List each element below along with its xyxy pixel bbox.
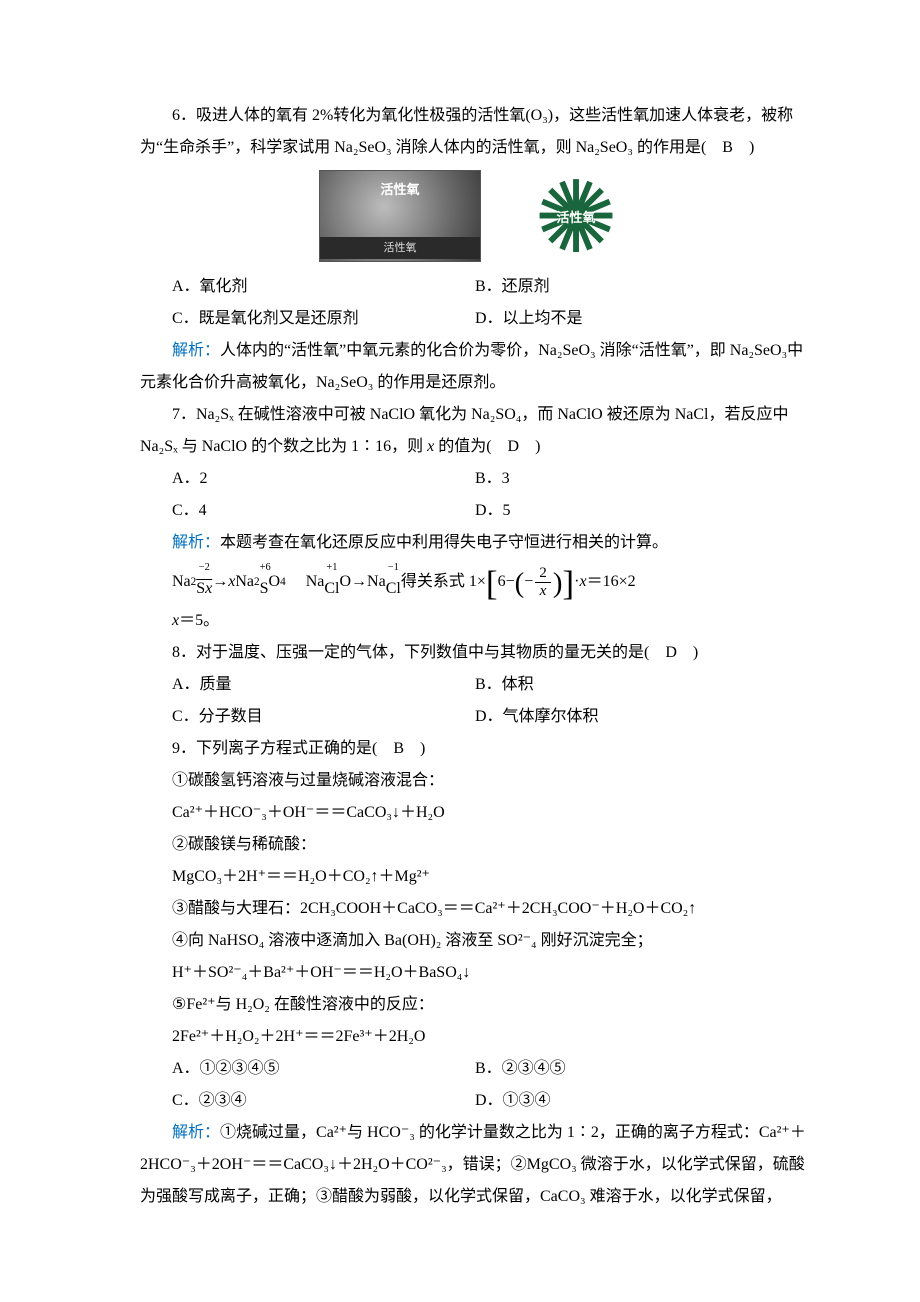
q7-stem-b: 的值为( D ) [434,438,540,455]
q9-e5: 2Fe²⁺＋H₂O₂＋2H⁺＝＝2Fe³⁺＋2H₂O [140,1021,810,1053]
q9-i1: ①碳酸氢钙溶液与过量烧碱溶液混合： [140,765,810,797]
q6-stem: 6．吸进人体的氧有 2%转化为氧化性极强的活性氧(O₃)，这些活性氧加速人体衰老… [140,100,810,164]
q6-image-left-label: 活性氧 [320,177,480,203]
close-paren-icon: ) [553,569,563,598]
q8-stem: 8．对于温度、压强一定的气体，下列数值中与其物质的量无关的是( D ) [140,637,810,669]
q6-option-a: A．氧化剂 [140,271,475,303]
close-bracket-icon: ] [562,566,574,601]
q9-e2: MgCO₃＋2H⁺＝＝H₂O＋CO₂↑＋Mg²⁺ [140,861,810,893]
ox-clo: +1 [324,558,339,579]
ox-sx: −2 [196,558,212,579]
q6-image-left-caption: 活性氧 [320,237,480,259]
eq-xv: x [579,566,586,598]
q6-image-right-label: 活性氧 [556,205,595,231]
analysis-label: 解析： [172,1124,220,1141]
q9-option-c: C．②③④ [140,1085,475,1117]
q9-i3: ③醋酸与大理石：2CH₃COOH＋CaCO₃＝＝Ca²⁺＋2CH₃COO⁻＋H₂… [140,893,810,925]
q9-option-a: A．①②③④⑤ [140,1053,475,1085]
q8-options: A．质量 B．体积 C．分子数目 D．气体摩尔体积 [140,669,810,733]
q7-conclusion: x＝5。 [140,605,810,637]
ox-cl: −1 [386,558,401,579]
analysis-label: 解析： [172,534,220,551]
q8-option-d: D．气体摩尔体积 [475,701,810,733]
q6-analysis: 解析：人体内的“活性氧”中氧元素的化合价为零价，Na₂SeO₃ 消除“活性氧”，… [140,335,810,399]
eq-tail: ＝16×2 [587,566,636,598]
q9-option-d: D．①③④ [475,1085,810,1117]
q8-option-b: B．体积 [475,669,810,701]
eq-six: 6 [498,566,506,598]
frac-num: 2 [535,565,551,583]
q9-analysis: 解析：①烧碱过量，Ca²⁺与 HCO⁻₃ 的化学计量数之比为 1∶2，正确的离子… [140,1117,810,1213]
q9-i4: ④向 NaHSO₄ 溶液中逐滴加入 Ba(OH)₂ 溶液至 SO²⁻₄ 刚好沉淀… [140,925,810,957]
eq-minus: − [506,566,515,598]
q6-image-right: ✺ 活性氧 [521,170,631,265]
q6-option-d: D．以上均不是 [475,303,810,335]
open-bracket-icon: [ [486,566,498,601]
open-paren-icon: ( [515,569,525,598]
q7-option-d: D．5 [475,495,810,527]
q7-option-a: A．2 [140,463,475,495]
q9-e1: Ca²⁺＋HCO⁻₃＋OH⁻＝＝CaCO₃↓＋H₂O [140,797,810,829]
eq-neg: − [524,566,533,598]
q9-e4: H⁺＋SO²⁻₄＋Ba²⁺＋OH⁻＝＝H₂O＋BaSO₄↓ [140,957,810,989]
q8-option-c: C．分子数目 [140,701,475,733]
q6-option-b: B．还原剂 [475,271,810,303]
q6-images: 活性氧 活性氧 ✺ 活性氧 [140,170,810,265]
document-page: 6．吸进人体的氧有 2%转化为氧化性极强的活性氧(O₃)，这些活性氧加速人体衰老… [0,0,920,1273]
q9-stem: 9．下列离子方程式正确的是( B ) [140,733,810,765]
q7-stem: 7．Na₂Sₓ 在碱性溶液中可被 NaClO 氧化为 Na₂SO₄，而 NaCl… [140,399,810,463]
fraction: 2 x [535,565,551,599]
q9-options: A．①②③④⑤ B．②③④⑤ C．②③④ D．①③④ [140,1053,810,1117]
q7-conc-b: ＝5。 [179,612,219,629]
q7-option-c: C．4 [140,495,475,527]
q7-equation-line: Na2−2Sx→xNa2 +6SO4 Na+1ClO→Na −1Cl 得关系式 … [140,559,810,605]
q9-i2: ②碳酸镁与稀硫酸： [140,829,810,861]
q9-analysis-text: ①烧碱过量，Ca²⁺与 HCO⁻₃ 的化学计量数之比为 1∶2，正确的离子方程式… [140,1124,806,1205]
q6-option-c: C．既是氧化剂又是还原剂 [140,303,475,335]
q6-image-left: 活性氧 活性氧 [319,170,481,262]
ox-so4: +6 [260,558,269,579]
analysis-label: 解析： [172,342,220,359]
q7-analysis-intro: 解析：本题考查在氧化还原反应中利用得失电子守恒进行相关的计算。 [140,527,810,559]
frac-den: x [536,583,551,600]
q6-analysis-text: 人体内的“活性氧”中氧元素的化合价为零价，Na₂SeO₃ 消除“活性氧”，即 N… [140,342,803,391]
q7-analysis-intro-text: 本题考查在氧化还原反应中利用得失电子守恒进行相关的计算。 [220,534,668,551]
q9-option-b: B．②③④⑤ [475,1053,810,1085]
q6-options: A．氧化剂 B．还原剂 C．既是氧化剂又是还原剂 D．以上均不是 [140,271,810,335]
q7-option-b: B．3 [475,463,810,495]
q7-options: A．2 B．3 C．4 D．5 [140,463,810,527]
q9-i5: ⑤Fe²⁺与 H₂O₂ 在酸性溶液中的反应： [140,989,810,1021]
eq-prefix: 得关系式 1× [401,566,486,598]
q8-option-a: A．质量 [140,669,475,701]
